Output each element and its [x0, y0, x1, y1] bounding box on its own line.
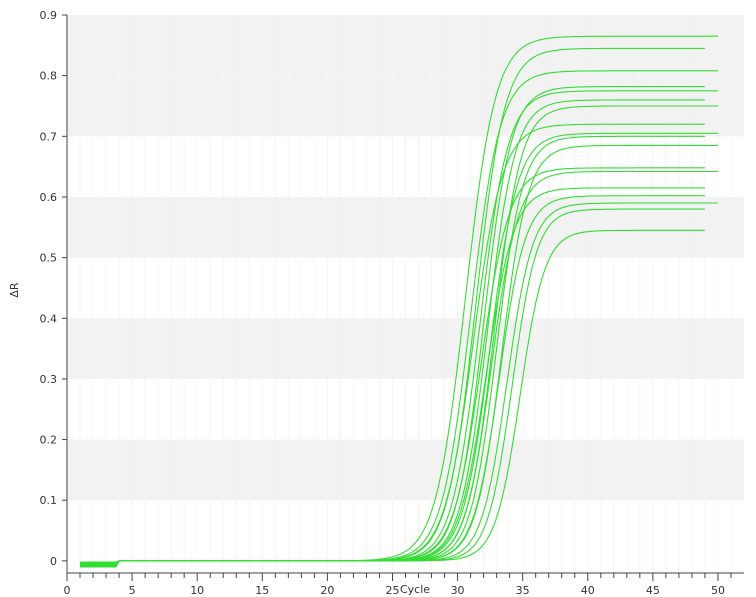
y-tick-label: 0.9: [40, 9, 58, 22]
x-tick-labels: 0 5 10 15 20 25 30 35 40 45 50: [64, 584, 725, 597]
y-tick-label: 0.6: [40, 191, 58, 204]
x-tick-label: 30: [451, 584, 465, 597]
x-tick-label: 35: [516, 584, 530, 597]
x-axis-title: Cycle: [400, 583, 430, 596]
x-tick-label: 15: [255, 584, 269, 597]
y-tick-labels: 0 0.1 0.2 0.3 0.4 0.5 0.6 0.7 0.8 0.9: [40, 9, 58, 568]
x-tick-label: 0: [64, 584, 71, 597]
x-tick-label: 45: [646, 584, 660, 597]
x-tick-label: 5: [129, 584, 136, 597]
y-tick-label: 0.7: [40, 130, 58, 143]
series-layer: [79, 35, 718, 568]
x-tick-label: 40: [581, 584, 595, 597]
y-tick-label: 0.3: [40, 373, 58, 386]
y-tick-label: 0.8: [40, 70, 58, 83]
axes: [62, 14, 744, 581]
y-tick-label: 0: [50, 555, 57, 568]
y-tick-label: 0.4: [40, 312, 58, 325]
x-tick-label: 25: [385, 584, 399, 597]
x-tick-label: 20: [320, 584, 334, 597]
y-tick-label: 0.2: [40, 434, 58, 447]
x-tick-label: 10: [190, 584, 204, 597]
x-tick-label: 50: [711, 584, 725, 597]
series-line: [79, 229, 705, 568]
y-tick-label: 0.1: [40, 494, 58, 507]
y-axis-title: ΔR: [8, 282, 21, 298]
y-tick-label: 0.5: [40, 252, 58, 265]
